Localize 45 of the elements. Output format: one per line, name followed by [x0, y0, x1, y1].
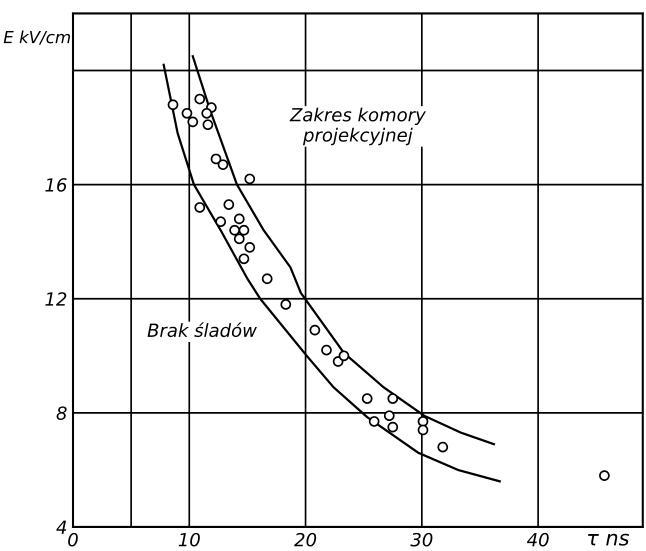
point — [321, 344, 332, 356]
y-tick-label: 16 — [45, 178, 67, 192]
y-axis-title: E kV/cm — [4, 30, 70, 45]
point — [437, 442, 448, 452]
point — [280, 299, 292, 310]
point — [218, 159, 228, 170]
x-axis-title: τ ns — [588, 534, 630, 546]
x-tick-label: 30 — [410, 532, 432, 547]
point — [194, 202, 206, 213]
point — [182, 108, 192, 119]
x-tick-label: 40 — [526, 532, 549, 547]
point — [384, 410, 395, 422]
y-tick-label: 4 — [56, 520, 66, 534]
annotation: Zakres komory projekcyjnej — [290, 108, 426, 146]
x-tick-label: 0 — [68, 532, 78, 547]
point — [194, 94, 206, 104]
point — [338, 350, 350, 362]
point — [201, 108, 212, 119]
point — [223, 199, 234, 210]
point — [229, 224, 240, 236]
annotation: Brak śladów — [148, 322, 257, 338]
point — [238, 253, 250, 264]
y-tick-label: 12 — [45, 292, 66, 306]
point — [262, 273, 273, 284]
point — [244, 242, 256, 253]
point — [387, 422, 398, 432]
point — [310, 324, 320, 336]
point — [418, 424, 428, 436]
point — [244, 174, 256, 184]
x-tick-label: 20 — [294, 532, 316, 547]
point — [362, 393, 373, 404]
point — [202, 119, 214, 130]
point — [168, 99, 178, 110]
point — [599, 470, 610, 481]
point — [238, 224, 250, 236]
point — [234, 233, 245, 244]
y-tick-label: 8 — [56, 406, 67, 420]
x-tick-label: 10 — [178, 532, 200, 547]
point — [368, 416, 380, 427]
point — [418, 416, 428, 427]
point — [210, 154, 222, 164]
point — [215, 216, 226, 228]
point — [234, 214, 245, 224]
point — [387, 393, 398, 404]
point — [187, 116, 198, 128]
